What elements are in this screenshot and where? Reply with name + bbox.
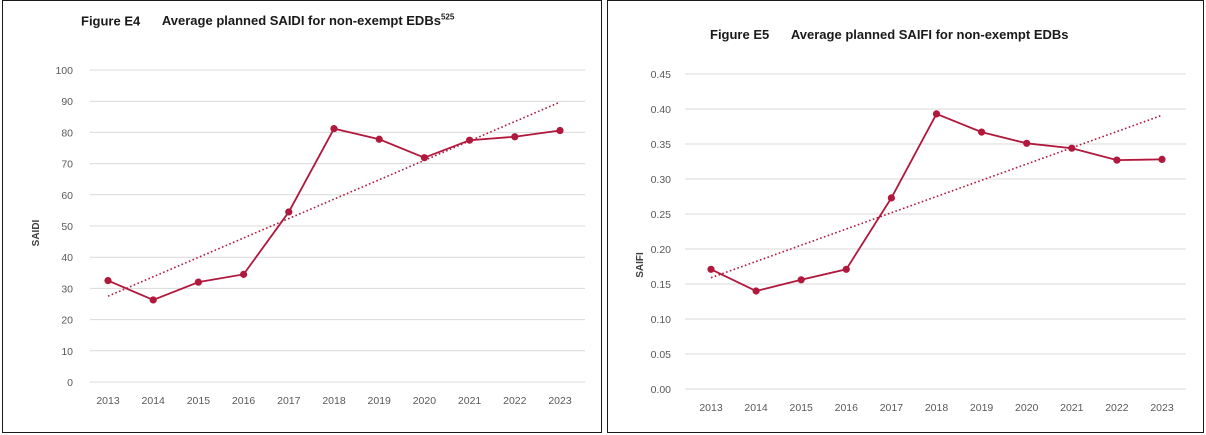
- data-point: [978, 128, 986, 136]
- x-tick-label: 2018: [322, 395, 346, 407]
- x-tick-label: 2015: [790, 402, 814, 414]
- data-point: [1023, 139, 1031, 147]
- y-tick-label: 40: [61, 252, 73, 264]
- data-point: [420, 154, 428, 162]
- y-tick-label: 70: [61, 159, 73, 171]
- data-point: [194, 278, 202, 286]
- chart-panel-saidi: Figure E4 Average planned SAIDI for non-…: [2, 0, 602, 433]
- y-tick-label: 0.35: [651, 139, 672, 151]
- x-tick-label: 2017: [277, 395, 301, 407]
- chart-title: Figure E5 Average planned SAIFI for non-…: [710, 27, 1069, 42]
- x-tick-label: 2023: [548, 395, 572, 407]
- y-tick-label: 0.45: [651, 69, 672, 81]
- data-point: [285, 208, 293, 216]
- y-tick-label: 90: [61, 96, 73, 108]
- data-point: [149, 296, 157, 304]
- x-tick-label: 2017: [880, 402, 904, 414]
- y-tick-label: 0: [67, 377, 73, 389]
- y-tick-label: 80: [61, 127, 73, 139]
- data-point: [1158, 155, 1166, 163]
- x-tick-label: 2021: [458, 395, 482, 407]
- data-point: [752, 287, 760, 295]
- x-tick-label: 2014: [744, 402, 768, 414]
- data-point: [556, 126, 564, 135]
- data-point: [330, 125, 338, 133]
- y-tick-label: 0.25: [651, 209, 672, 221]
- y-axis-label: SAIFI: [635, 252, 646, 278]
- figure-label: Figure E4: [81, 13, 141, 29]
- figure-title: Average planned SAIDI for non-exempt EDB…: [161, 13, 441, 29]
- y-tick-label: 10: [61, 346, 73, 358]
- y-tick-label: 50: [61, 221, 73, 233]
- x-tick-label: 2013: [699, 402, 723, 414]
- footnote-marker: 525: [440, 13, 455, 22]
- x-tick-label: 2022: [1105, 402, 1129, 414]
- data-point: [1113, 156, 1121, 164]
- chart-title: Figure E4 Average planned SAIDI for non-…: [81, 13, 454, 28]
- y-tick-label: 0.05: [651, 349, 672, 361]
- x-tick-label: 2013: [96, 395, 120, 407]
- data-point: [375, 135, 383, 143]
- x-tick-label: 2022: [503, 395, 527, 407]
- figure-title: Average planned SAIFI for non-exempt EDB…: [790, 27, 1069, 42]
- x-tick-label: 2020: [1015, 402, 1039, 414]
- data-point: [511, 133, 519, 141]
- figure-title-text: Average planned SAIDI for non-exempt EDB…: [162, 13, 454, 28]
- data-point: [1068, 144, 1076, 152]
- x-tick-label: 2020: [413, 395, 437, 407]
- y-axis-label: SAIDI: [31, 219, 42, 246]
- data-point: [707, 265, 715, 273]
- figure-label: Figure E5: [710, 27, 770, 42]
- y-tick-label: 60: [61, 190, 73, 202]
- series-line: [710, 112, 1163, 292]
- data-point: [104, 277, 112, 285]
- y-tick-label: 0.10: [651, 314, 672, 326]
- y-tick-label: 30: [61, 283, 73, 295]
- y-tick-label: 20: [61, 315, 73, 327]
- y-tick-label: 0.20: [651, 244, 672, 256]
- trendline: [710, 114, 1163, 279]
- line-chart-saifi: 0.00 0.05 0.10 0.15 0.20 0.25 0.30 0.35 0.40 0.45…: [635, 69, 1186, 414]
- data-point: [797, 276, 805, 284]
- data-point: [466, 136, 474, 144]
- x-tick-label: 2019: [368, 395, 392, 407]
- data-point: [842, 265, 850, 273]
- y-tick-label: 0.40: [651, 104, 672, 116]
- chart-panel-saifi: Figure E5 Average planned SAIFI for non-…: [607, 0, 1204, 433]
- x-tick-label: 2016: [232, 395, 256, 407]
- line-chart-saidi: 0 10 20 30 40 50 60 70 80 90 100 2013 2014 2015 2016 20…: [31, 65, 585, 407]
- data-point: [887, 194, 895, 202]
- data-point: [240, 270, 248, 278]
- x-tick-label: 2018: [925, 402, 949, 414]
- y-tick-label: 0.15: [651, 279, 672, 291]
- x-tick-label: 2023: [1150, 402, 1174, 414]
- data-point: [932, 110, 941, 118]
- x-tick-label: 2021: [1060, 402, 1084, 414]
- y-tick-label: 0.00: [651, 384, 672, 396]
- x-tick-label: 2015: [187, 395, 211, 407]
- series-line: [107, 127, 561, 301]
- x-tick-label: 2019: [970, 402, 994, 414]
- x-tick-label: 2016: [835, 402, 859, 414]
- y-tick-label: 0.30: [651, 174, 672, 186]
- y-tick-label: 100: [55, 65, 73, 77]
- x-tick-label: 2014: [142, 395, 166, 407]
